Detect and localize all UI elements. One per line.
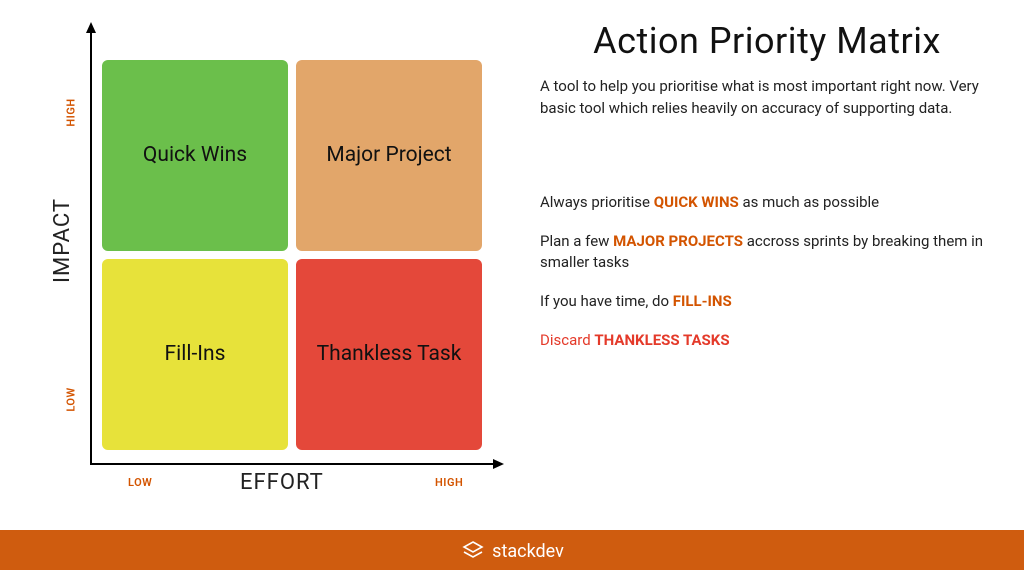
text-segment: Plan a few — [540, 232, 613, 250]
guidance-item-quick-wins: Always prioritise QUICK WINS as much as … — [540, 192, 994, 213]
guidance-list: Always prioritise QUICK WINS as much as … — [540, 192, 994, 351]
y-axis-line — [90, 30, 92, 465]
text-segment: Always prioritise — [540, 193, 654, 211]
guidance-item-fill-ins: If you have time, do FILL-INS — [540, 291, 994, 312]
highlight-major-projects: MAJOR PROJECTS — [613, 232, 743, 250]
highlight-thankless: THANKLESS TASKS — [594, 331, 729, 349]
x-axis-tick-low: LOW — [128, 476, 152, 489]
guidance-item-thankless: Discard THANKLESS TASKS — [540, 330, 994, 351]
x-axis-line — [90, 463, 495, 465]
text-panel: Action Priority Matrix A tool to help yo… — [500, 18, 994, 528]
x-axis-label: EFFORT — [240, 470, 324, 495]
quadrant-thankless-task: Thankless Task — [296, 259, 482, 450]
x-axis-arrow — [493, 459, 504, 469]
matrix-panel: IMPACT HIGH LOW EFFORT LOW HIGH Quick Wi… — [30, 18, 500, 528]
y-axis-tick-low: LOW — [65, 387, 78, 411]
guidance-item-major-projects: Plan a few MAJOR PROJECTS accross sprint… — [540, 231, 994, 273]
stack-icon — [460, 538, 486, 564]
footer-bar: stackdev — [0, 532, 1024, 570]
quadrant-quick-wins: Quick Wins — [102, 60, 288, 251]
text-segment: as much as possible — [739, 193, 879, 211]
text-segment: Discard — [540, 331, 594, 349]
page-title: Action Priority Matrix — [540, 20, 994, 62]
y-axis-tick-high: HIGH — [65, 98, 78, 126]
x-axis-tick-high: HIGH — [435, 476, 463, 489]
text-segment: If you have time, do — [540, 292, 673, 310]
quadrant-fill-ins: Fill-Ins — [102, 259, 288, 450]
footer-brand: stackdev — [492, 541, 564, 562]
matrix-grid: Quick Wins Major Project Fill-Ins Thankl… — [102, 60, 482, 450]
subtitle: A tool to help you prioritise what is mo… — [540, 76, 994, 120]
content-area: IMPACT HIGH LOW EFFORT LOW HIGH Quick Wi… — [0, 0, 1024, 528]
highlight-quick-wins: QUICK WINS — [654, 193, 739, 211]
quadrant-major-project: Major Project — [296, 60, 482, 251]
highlight-fill-ins: FILL-INS — [673, 292, 732, 310]
y-axis-label: IMPACT — [50, 198, 75, 283]
